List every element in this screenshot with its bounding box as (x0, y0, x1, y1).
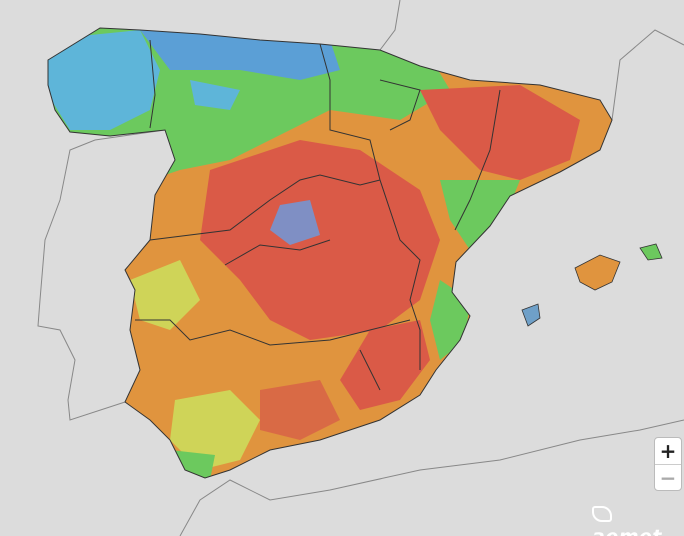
islands (521, 243, 663, 327)
zoom-controls: + − (654, 437, 682, 491)
logo: aemet (592, 504, 684, 536)
zoom-out-button[interactable]: − (655, 464, 681, 491)
zoom-in-button[interactable]: + (659, 439, 677, 463)
region-borders (47, 27, 613, 479)
neighbor-borders (37, 0, 684, 536)
